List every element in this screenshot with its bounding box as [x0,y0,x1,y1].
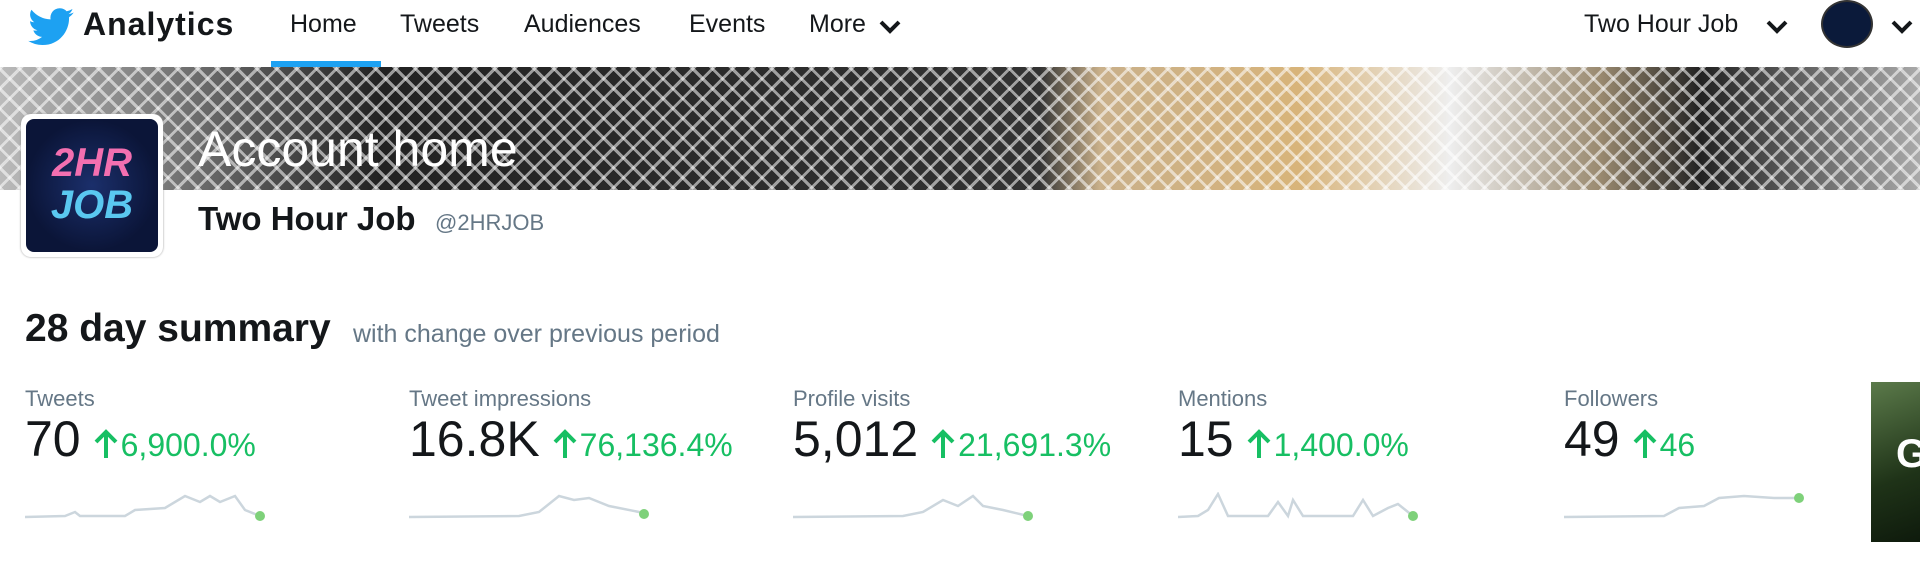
active-underline [271,61,381,67]
sparkline-svg [1177,491,1418,521]
summary-subtitle: with change over previous period [353,320,720,348]
card-value: 70 [25,411,81,467]
nav-bar: Analytics Home Tweets Audiences Events M… [0,0,1920,68]
sparkline-svg [408,494,649,519]
nav-events[interactable]: Events [689,10,766,38]
avatar: 2HR JOB [26,119,158,252]
arrow-up [1247,429,1271,458]
card-value: 49 [1564,411,1620,467]
chevron [1766,20,1788,34]
arrow-up [94,429,118,458]
card-change: 21,691.3% [958,427,1112,463]
arrow-up [931,429,955,458]
card-change: 76,136.4% [579,427,733,463]
page-title: Account home [198,121,518,177]
card-value: 16.8K [409,411,540,467]
card-label: Profile visits [793,386,911,411]
chevron [1891,20,1913,34]
brand[interactable]: Analytics [83,6,235,42]
chevron [879,20,901,34]
sparkline-svg [1563,493,1804,519]
sparkline [1563,492,1814,533]
twitter-logo[interactable] [28,8,74,46]
change-arrow [930,428,956,465]
banner [0,67,1920,190]
card-label: Tweets [25,386,95,411]
sparkline-svg [24,494,265,521]
nav-more[interactable]: More [809,10,866,38]
card-change: 1,400.0% [1273,427,1409,463]
card-value: 15 [1178,411,1234,467]
account-name: Two Hour Job [198,200,416,237]
avatar-small[interactable] [1821,0,1873,48]
change-arrow [93,428,119,465]
card-label: Followers [1564,386,1659,411]
account-menu[interactable]: Two Hour Job [1584,10,1739,38]
next-card[interactable]: G [1871,382,1920,542]
nav-tweets[interactable]: Tweets [400,10,480,38]
avatar-frame: 2HR JOB [21,114,163,257]
summary-title: 28 day summary [25,307,331,350]
nav-home[interactable]: Home [290,10,357,38]
change-arrow [1246,428,1272,465]
card-change: 46 [1659,427,1696,463]
card-value: 5,012 [793,411,919,467]
change-arrow [1632,428,1658,465]
sparkline [792,492,1043,533]
account-handle: @2HRJOB [435,210,545,235]
avatar-text: 2HR [51,141,133,185]
change-arrow [552,428,578,465]
arrow-up [1633,429,1657,458]
avatar-text: JOB [50,183,134,227]
sparkline [408,492,659,533]
card-label: Tweet impressions [409,386,592,411]
card-change: 6,900.0% [120,427,256,463]
nav-audiences[interactable]: Audiences [524,10,641,38]
sparkline-svg [792,494,1033,521]
next-card-text: G [1896,432,1920,476]
arrow-up [553,429,577,458]
card-label: Mentions [1178,386,1268,411]
sparkline [24,492,275,533]
sparkline [1177,491,1428,533]
